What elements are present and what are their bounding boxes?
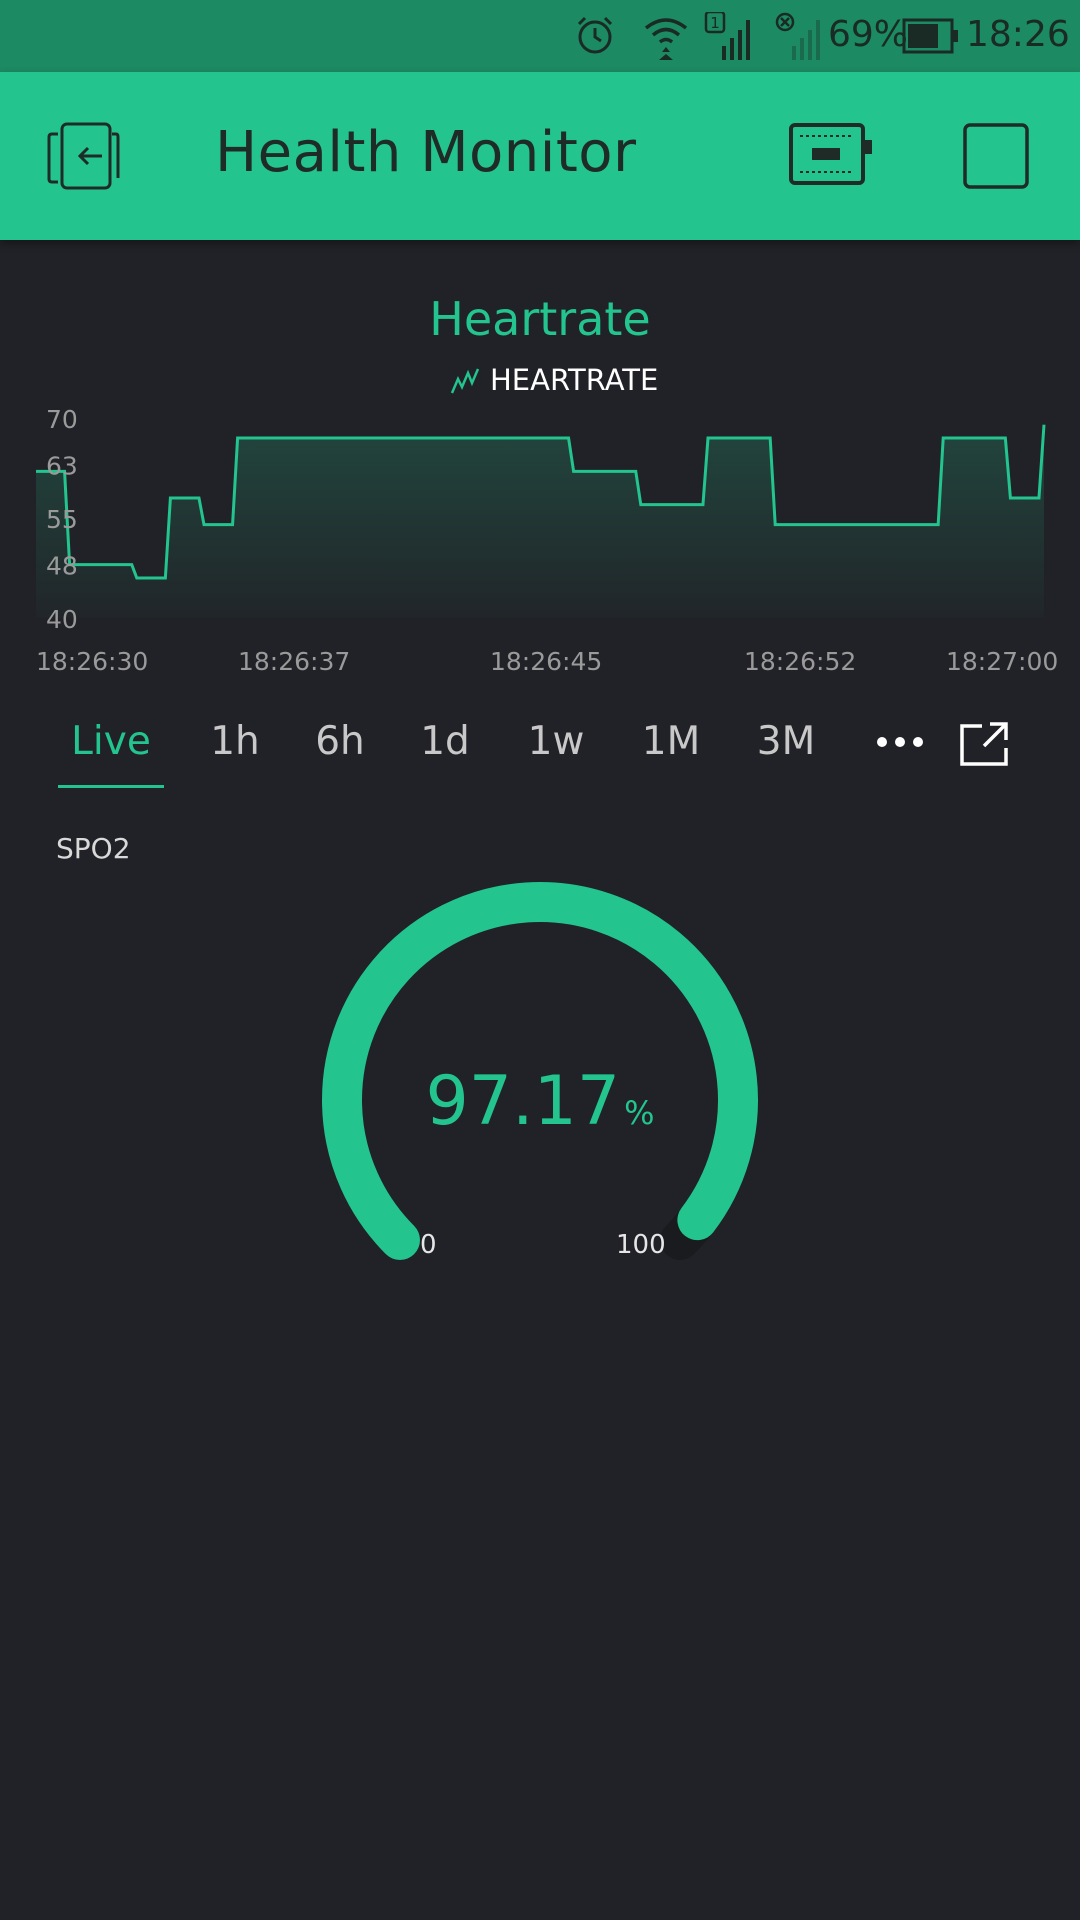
heartrate-series-line	[36, 424, 1046, 580]
spo2-gauge[interactable]	[300, 860, 780, 1280]
line-chart-icon	[450, 368, 480, 394]
x-tick-label: 18:26:45	[490, 647, 602, 676]
wifi-icon	[644, 18, 688, 60]
exit-icon[interactable]	[46, 120, 120, 192]
app-title: Health Monitor	[215, 120, 637, 185]
battery-icon	[902, 18, 958, 54]
heartrate-point	[639, 503, 642, 506]
heartrate-point	[572, 470, 575, 473]
gauge-min-label: 0	[420, 1230, 437, 1260]
x-tick-label: 18:27:00	[946, 647, 1058, 676]
status-bar: 1 69% 18:26	[0, 0, 1080, 72]
heartrate-chart[interactable]: 70 63 55 48 40 18:26:30 18:26:37 18:26:45 18:26:…	[0, 400, 1080, 690]
tab-1h[interactable]: 1h	[210, 719, 260, 764]
tab-live[interactable]: Live	[58, 712, 164, 788]
heartrate-point	[774, 523, 777, 526]
heartrate-point	[270, 437, 273, 440]
y-tick-label: 40	[46, 605, 78, 634]
heartrate-point	[303, 437, 306, 440]
heartrate-point	[337, 437, 340, 440]
heartrate-point	[1043, 423, 1046, 426]
sim-slot-label: 1	[710, 14, 720, 32]
more-dots-icon[interactable]	[874, 730, 926, 754]
y-tick-label: 70	[46, 405, 78, 434]
gauge-fill	[322, 882, 758, 1261]
tab-3m[interactable]: 3M	[756, 719, 816, 764]
open-external-icon[interactable]	[956, 718, 1012, 770]
gauge-value-unit: %	[624, 1094, 655, 1132]
signal-sim2-nosignal-icon	[775, 12, 820, 60]
heartrate-area	[36, 424, 1044, 618]
gauge-label: SPO2	[56, 832, 131, 865]
heartrate-point	[707, 437, 710, 440]
heartrate-point	[539, 437, 542, 440]
heartrate-point	[169, 497, 172, 500]
heartrate-point	[102, 563, 105, 566]
tab-1d[interactable]: 1d	[420, 719, 470, 764]
heartrate-point	[606, 470, 609, 473]
status-time: 18:26	[966, 14, 1070, 55]
y-tick-label: 55	[46, 505, 78, 534]
heartrate-point	[908, 523, 911, 526]
device-board-icon[interactable]	[788, 122, 874, 186]
heartrate-point	[875, 523, 878, 526]
time-range-tabs: Live 1h 6h 1d 1w 1M 3M	[0, 712, 1080, 788]
gauge-value: 97.17%	[0, 1062, 1080, 1141]
x-tick-label: 18:26:52	[744, 647, 856, 676]
legend-label: HEARTRATE	[490, 363, 659, 397]
tab-1m[interactable]: 1M	[641, 719, 701, 764]
y-tick-label: 63	[46, 452, 78, 481]
gauge-max-label: 100	[616, 1230, 666, 1260]
heartrate-point	[438, 437, 441, 440]
x-tick-label: 18:26:37	[238, 647, 350, 676]
x-tick-label: 18:26:30	[36, 647, 148, 676]
chart-legend[interactable]: HEARTRATE	[450, 360, 658, 400]
heartrate-point	[740, 437, 743, 440]
heartrate-point	[371, 437, 374, 440]
heartrate-point	[135, 577, 138, 580]
heartrate-point	[942, 437, 945, 440]
heartrate-point	[505, 437, 508, 440]
heartrate-point	[404, 437, 407, 440]
heartrate-point	[975, 437, 978, 440]
gauge-value-number: 97.17	[425, 1062, 621, 1141]
heartrate-point	[236, 437, 239, 440]
app-bar: Health Monitor	[0, 72, 1080, 240]
heartrate-point	[471, 437, 474, 440]
chart-title: Heartrate	[429, 292, 651, 346]
heartrate-point	[673, 503, 676, 506]
heartrate-point	[35, 470, 38, 473]
tab-6h[interactable]: 6h	[315, 719, 365, 764]
heartrate-point	[1009, 497, 1012, 500]
y-tick-label: 48	[46, 552, 78, 581]
tab-1w[interactable]: 1w	[527, 719, 585, 764]
heartrate-point	[841, 523, 844, 526]
signal-sim1-icon: 1	[704, 12, 750, 60]
heartrate-point	[807, 523, 810, 526]
alarm-icon	[577, 16, 613, 54]
battery-percent: 69%	[828, 14, 909, 55]
stop-square-icon[interactable]	[962, 122, 1030, 190]
heartrate-point	[203, 523, 206, 526]
